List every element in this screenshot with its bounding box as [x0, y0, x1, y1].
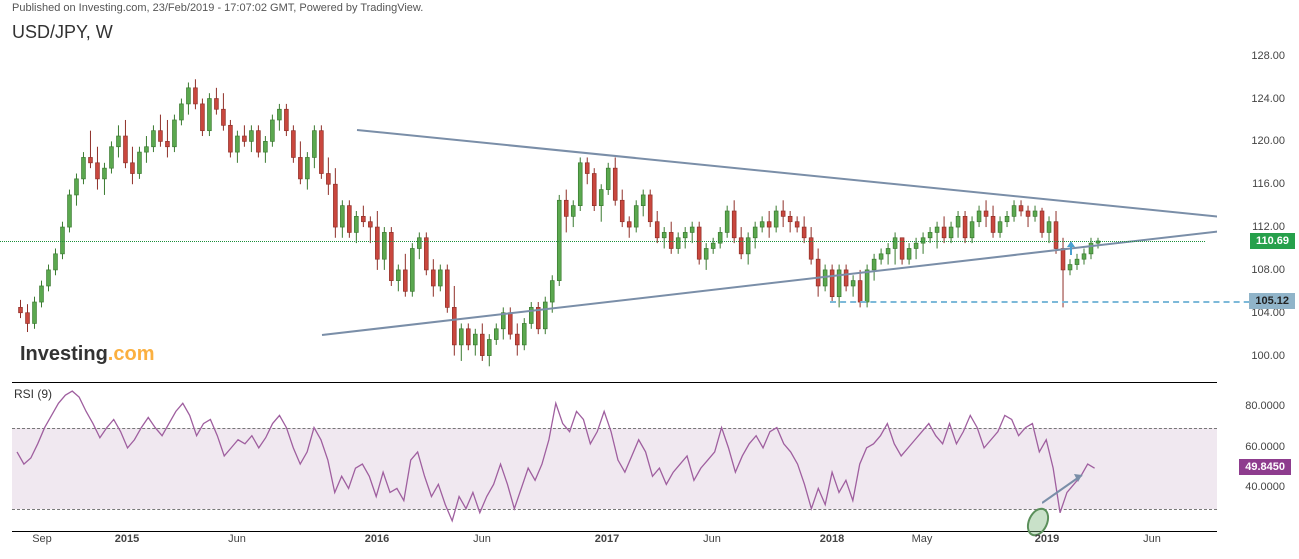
time-tick: Jun — [1143, 533, 1161, 545]
support-price-line — [830, 301, 1280, 303]
time-x-axis: Sep 2015 Jun 2016 Jun 2017 Jun 2018 May 2019 Jun — [12, 533, 1217, 553]
time-tick: Sep — [32, 533, 52, 545]
rsi-tick: 80.0000 — [1245, 400, 1285, 412]
time-tick: Jun — [228, 533, 246, 545]
rsi-current-badge: 49.8450 — [1239, 459, 1291, 475]
rsi-panel[interactable]: RSI (9) — [12, 382, 1217, 532]
price-tick: 120.00 — [1251, 135, 1285, 147]
rsi-tick: 40.0000 — [1245, 481, 1285, 493]
price-y-axis: 100.00104.00108.00112.00116.00120.00124.… — [1217, 45, 1295, 377]
support-price-badge: 105.12 — [1249, 293, 1295, 309]
price-tick: 108.00 — [1251, 264, 1285, 276]
symbol-title: USD/JPY, W — [12, 22, 113, 43]
time-tick: 2018 — [820, 533, 844, 545]
time-tick: Jun — [473, 533, 491, 545]
rsi-y-axis: 40.0000 60.0000 80.0000 49.8450 — [1217, 382, 1295, 532]
publish-info: Published on Investing.com, 23/Feb/2019 … — [12, 2, 423, 14]
current-price-line — [0, 241, 1205, 242]
current-price-badge: 110.69 — [1250, 233, 1295, 249]
price-tick: 116.00 — [1252, 178, 1285, 190]
rsi-tick: 60.0000 — [1245, 441, 1285, 453]
investing-watermark: Investing.com — [20, 343, 154, 366]
time-tick: 2015 — [115, 533, 139, 545]
time-tick: 2019 — [1035, 533, 1059, 545]
price-chart-panel[interactable] — [12, 45, 1217, 377]
time-tick: 2016 — [365, 533, 389, 545]
price-tick: 100.00 — [1251, 350, 1285, 362]
price-tick: 112.00 — [1252, 221, 1285, 233]
price-tick: 128.00 — [1251, 50, 1285, 62]
time-tick: Jun — [703, 533, 721, 545]
trendline-overlay — [12, 45, 1217, 377]
time-tick: May — [912, 533, 933, 545]
time-tick: 2017 — [595, 533, 619, 545]
price-tick: 124.00 — [1251, 93, 1285, 105]
rsi-arrow — [1042, 470, 1102, 520]
price-target-arrow — [1066, 241, 1074, 253]
